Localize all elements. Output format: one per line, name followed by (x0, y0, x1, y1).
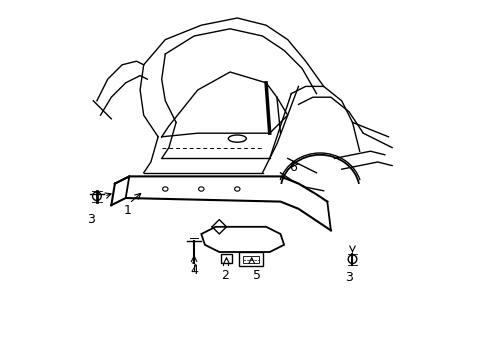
Text: 4: 4 (190, 264, 198, 276)
Text: 3: 3 (344, 271, 352, 284)
Text: 2: 2 (220, 269, 228, 282)
Text: 1: 1 (123, 204, 131, 217)
Text: 5: 5 (253, 269, 261, 282)
Text: 6: 6 (288, 161, 296, 174)
Text: 3: 3 (87, 213, 95, 226)
